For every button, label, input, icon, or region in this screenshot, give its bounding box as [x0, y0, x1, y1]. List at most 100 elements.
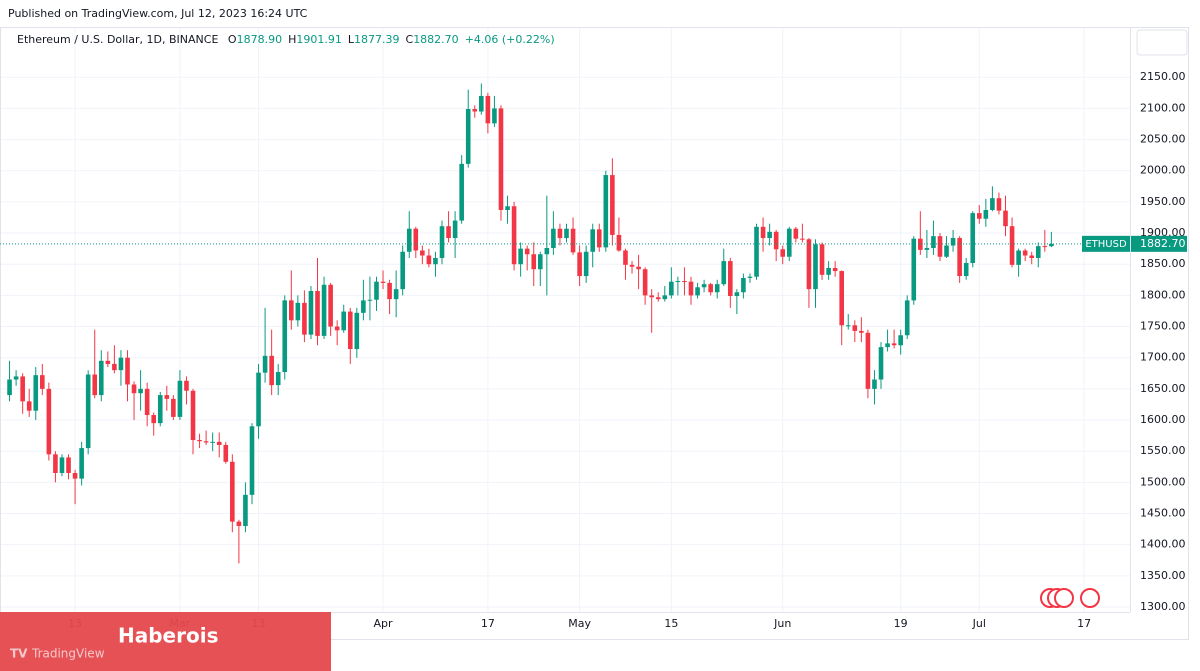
candle-body [904, 300, 910, 336]
y-tick-label: 1600.00 [1140, 413, 1186, 426]
y-tick-label: 1500.00 [1140, 475, 1186, 488]
candle-body [452, 220, 458, 239]
candle-body [590, 229, 596, 252]
candle-body [505, 206, 510, 210]
candle-body [845, 325, 851, 327]
candle-body [623, 250, 628, 265]
candle-body [131, 384, 137, 394]
y-tick-label: 2050.00 [1140, 133, 1186, 146]
y-tick-label: 1650.00 [1140, 382, 1186, 395]
candle-body [334, 326, 340, 331]
candle-body [537, 254, 543, 270]
candle-body [328, 284, 333, 327]
candle-body [682, 281, 687, 283]
candle-body [708, 284, 713, 293]
candle-body [616, 234, 622, 251]
candle-body [996, 198, 1002, 211]
candle-body [223, 444, 229, 462]
candle-body [957, 238, 962, 277]
candle-body [105, 360, 111, 364]
candle-body [321, 284, 327, 336]
candle-body [426, 255, 432, 265]
candle-body [243, 494, 248, 526]
candle-body [387, 282, 392, 300]
candle-body [728, 261, 733, 297]
event-icon[interactable] [1054, 588, 1074, 608]
candle-body [230, 461, 235, 522]
legend-value: 1877.39 [354, 33, 400, 46]
legend-key: H [288, 33, 296, 46]
candle-body [485, 95, 491, 124]
toolbar-box[interactable] [1136, 29, 1188, 56]
candle-body [872, 379, 877, 389]
candle-body [406, 228, 412, 252]
candle-body [347, 311, 353, 349]
legend-value: 1882.70 [413, 33, 459, 46]
candle-body [754, 226, 759, 277]
candle-body [819, 244, 825, 275]
candle-body [983, 209, 989, 219]
candle-body [944, 245, 949, 257]
candle-body [236, 521, 242, 526]
symbol: Ethereum / U.S. Dollar, 1D, BINANCE [17, 33, 218, 46]
candle-body [747, 276, 753, 278]
published: Published on TradingView.com, Jul 12, 20… [8, 7, 308, 20]
candle-body [1029, 255, 1035, 258]
y-tick-label: 1750.00 [1140, 320, 1186, 333]
x-tick-label: 19 [894, 617, 908, 630]
candle-body [1042, 246, 1048, 248]
candle-body [216, 441, 222, 445]
candle-body [374, 281, 379, 300]
candle-body [13, 376, 19, 380]
x-tick-label: Jul [972, 617, 986, 630]
candle-body [393, 289, 399, 300]
event-icon[interactable] [1080, 588, 1100, 608]
legend-key: O [228, 33, 237, 46]
candle-body [950, 238, 956, 246]
candle-body [79, 448, 84, 479]
candle-body [354, 312, 360, 349]
candle-body [885, 343, 890, 348]
candle-body [472, 109, 478, 112]
legend-change: +4.06 (+0.22%) [465, 33, 555, 46]
y-tick-label: 1700.00 [1140, 351, 1186, 364]
candle-body [171, 398, 176, 417]
candle-body [701, 284, 707, 288]
watermark: TradingView [31, 647, 105, 661]
candle-body [518, 248, 523, 265]
candle-body [138, 388, 143, 394]
candle-body [72, 473, 78, 479]
candle-body [361, 300, 366, 313]
candle-body [269, 355, 274, 386]
candle-body [911, 238, 917, 301]
candle-body [800, 238, 805, 240]
candle-body [564, 228, 569, 239]
candle-body [20, 376, 25, 402]
candle-body [918, 238, 923, 250]
y-tick-label: 1400.00 [1140, 538, 1186, 551]
watermark-logo: TV [10, 647, 28, 661]
candle-body [413, 228, 419, 251]
candle-body [66, 457, 71, 474]
candle-body [1035, 246, 1041, 258]
candle-body [459, 163, 464, 221]
candle-body [1022, 250, 1028, 256]
candle-body [380, 281, 386, 283]
candle-body [1003, 210, 1008, 227]
legend-key: L [348, 33, 355, 46]
candle-body [859, 330, 864, 333]
candle-body [544, 248, 550, 255]
y-tick-label: 1550.00 [1140, 444, 1186, 457]
x-tick-label: Apr [374, 617, 394, 630]
overlay-text: Haberois [118, 624, 218, 648]
candle-body [786, 228, 792, 257]
candle-body [498, 108, 504, 210]
candle-body [203, 441, 209, 443]
candle-body [46, 388, 52, 455]
candle-body [92, 374, 98, 396]
candle-body [184, 380, 189, 391]
candle-body [649, 295, 654, 298]
candle-body [315, 291, 320, 336]
overlay-banner [0, 612, 331, 671]
candles [0, 83, 1130, 564]
